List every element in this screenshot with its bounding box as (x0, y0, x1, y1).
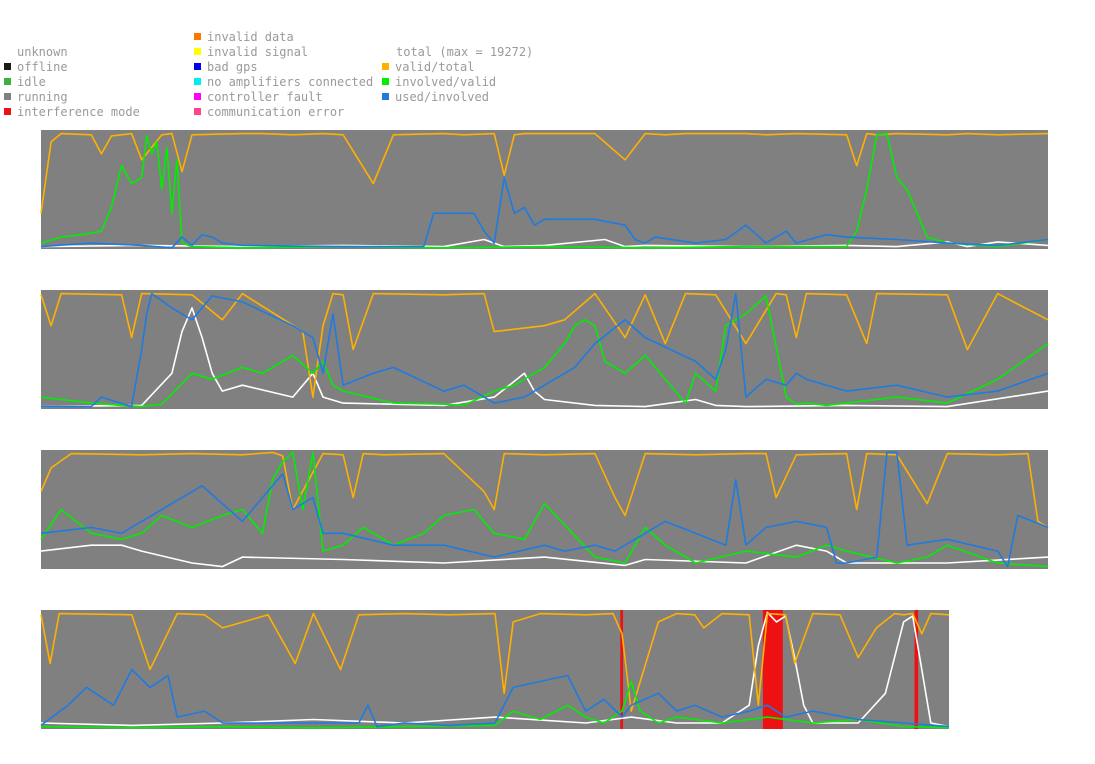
legend-ratio-item-swatch (382, 93, 389, 100)
series-line-valid-total (40, 132, 1049, 214)
chart-panel-2 (40, 290, 1049, 409)
legend-error-item-label: no amplifiers connected (207, 75, 374, 89)
series-line-used-involved (41, 292, 1049, 408)
series-line-involved-valid (40, 132, 1049, 249)
legend-error-item-swatch (194, 63, 201, 70)
legend-error-item-label: invalid signal (207, 45, 309, 59)
series-line-used-involved (40, 668, 950, 728)
legend-ratio-item-swatch (382, 63, 389, 70)
legend-state-item-swatch (4, 108, 11, 115)
series-line-valid-total (40, 292, 1049, 398)
legend-state-item-swatch (4, 93, 11, 100)
panel-background (41, 130, 1048, 249)
legend-state-item-label: running (17, 90, 68, 104)
series-line-involved-valid (40, 680, 950, 729)
legend-error-item-label: controller fault (207, 90, 323, 104)
series-line-involved-valid (40, 295, 1049, 408)
legend-ratio-item-label: used/involved (395, 90, 489, 104)
legend-state-item-label: unknown (17, 45, 68, 59)
series-line-valid-total (40, 451, 1049, 529)
chart-panel-4 (40, 610, 950, 729)
series-line-valid-total (40, 612, 950, 712)
series-line-used-involved (40, 451, 1049, 568)
legend-state-item-label: interference mode (17, 105, 140, 119)
legend-error-item-swatch (194, 108, 201, 115)
interference-period (914, 610, 919, 729)
legend-error-item-swatch (194, 78, 201, 85)
chart-panel-1 (40, 130, 1049, 249)
series-line-total (40, 307, 1049, 408)
legend-error-item-label: communication error (207, 105, 345, 119)
interference-period (762, 610, 783, 729)
legend-error-item-label: bad gps (207, 60, 258, 74)
legend-state-item-label: offline (17, 60, 68, 74)
series-line-used-involved (40, 176, 1049, 249)
legend-total-title: total (max = 19272) (396, 45, 534, 59)
legend-state-item-swatch (4, 63, 11, 70)
panel-background (41, 290, 1048, 409)
legend-ratio-item-swatch (382, 78, 389, 85)
series-line-total (40, 544, 1049, 568)
legend-state-item-label: idle (17, 75, 46, 89)
legend-ratio-item-label: involved/valid (395, 75, 497, 89)
legend-ratio-item-label: valid/total (395, 60, 475, 74)
panel-background (41, 450, 1048, 569)
legend-error-item-swatch (194, 93, 201, 100)
series-line-involved-valid (40, 451, 1049, 568)
legend-error-item-swatch (194, 33, 201, 40)
chart-panel-3 (40, 450, 1049, 569)
interference-period (620, 610, 624, 729)
legend-error-item-swatch (194, 48, 201, 55)
legend-state-item-swatch (4, 78, 11, 85)
legend-error-item-label: invalid data (207, 30, 294, 44)
